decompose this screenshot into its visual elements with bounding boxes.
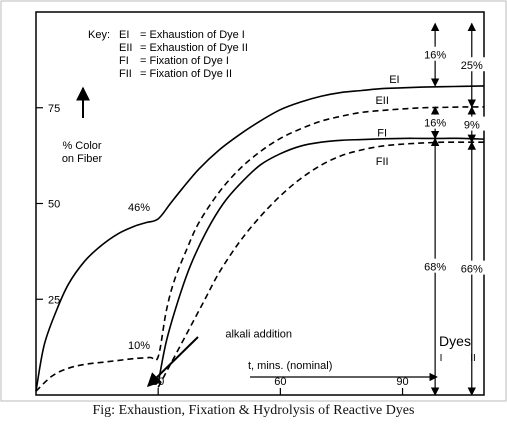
bracket-label-bg-1 [421,114,450,129]
bracket-label-3: 25% [461,60,483,72]
legend-code-fii: FII [119,68,132,80]
dyes-label: Dyes [439,333,471,349]
legend-desc-ei: = Exhaustion of Dye I [140,29,245,41]
labels-layer: 46% 10% alkali addition [128,202,292,352]
dyes-sub-i: I [440,353,443,364]
annotation-0: 46% [128,202,150,214]
bracket-label-bg-3 [457,57,486,72]
annotation-1: 10% [128,340,150,352]
series-line-ei [35,85,485,392]
y-tick-label-75: 75 [48,103,60,115]
series-label-fii: FII [376,156,389,168]
y-axis-label-line2: on Fiber [62,153,103,165]
bracket-label-5: 66% [461,264,483,276]
x-axis-label: t, mins. (nominal) [248,360,332,372]
figure-frame [0,0,507,402]
bracket-label-0: 16% [424,50,446,62]
bracket-label-bg-5 [457,260,486,275]
brackets-layer: 16% 16% 68% 25% 9% 66% [421,22,486,396]
bracket-label-4: 9% [464,120,480,132]
x-tick-label-60: 60 [274,376,286,388]
dyes-sub-ii: II [470,353,476,364]
bracket-label-2: 68% [424,262,446,274]
y-axis-label-line1: % Color [62,140,101,152]
series-label-fi: FI [377,127,387,139]
series-line-fi [157,137,485,384]
legend-desc-eii: = Exhaustion of Dye II [140,42,248,54]
legend-code-eii: EII [119,42,132,54]
legend-code-ei: EI [119,29,129,41]
alkali-arrow-icon [147,336,199,387]
series-label-ei: EI [389,74,399,86]
y-axis-label-group: % Color on Fiber [62,86,103,165]
figure-caption: Fig: Exhaustion, Fixation & Hydrolysis o… [92,403,415,418]
series-line-eii [35,106,485,392]
bracket-label-bg-0 [421,46,450,61]
series-line-fii [157,141,484,388]
dyes-label-group: Dyes I II [439,333,476,364]
y-tick-label-50: 50 [48,199,60,211]
legend-desc-fi: = Fixation of Dye I [140,55,229,67]
legend-desc-fii: = Fixation of Dye II [140,68,232,80]
x-tick-label-90: 90 [396,376,408,388]
y-tick-label-25: 25 [48,294,60,306]
bracket-label-1: 16% [424,118,446,130]
x-axis-label-group: t, mins. (nominal) [248,360,438,382]
legend-code-fi: FI [119,55,129,67]
bracket-label-bg-4 [457,116,486,131]
series-label-eii: EII [375,95,388,107]
annotation-2: alkali addition [225,329,292,341]
legend-title: Key: [88,29,110,41]
bracket-label-bg-2 [421,258,450,273]
legend: Key: EI = Exhaustion of Dye I EII = Exha… [88,29,248,80]
